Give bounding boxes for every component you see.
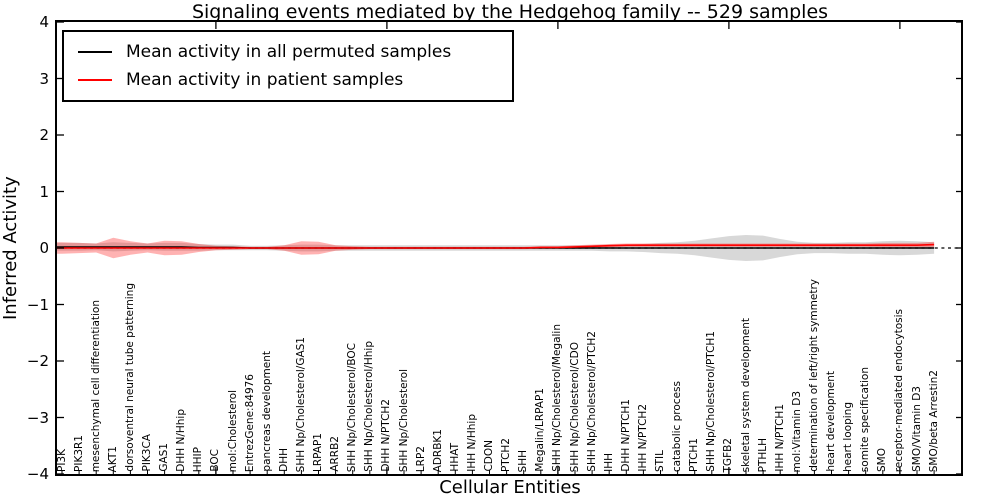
patient-mean-line	[57, 243, 935, 249]
x-tick-label: SMO/beta Arrestin2	[927, 369, 940, 472]
legend-label-permuted: Mean activity in all permuted samples	[126, 42, 452, 62]
permuted-line-swatch	[78, 51, 112, 53]
y-tick-label: −3	[26, 408, 49, 427]
x-tick-label: IHH	[602, 453, 615, 472]
x-tick-label: determination of left/right symmetry	[807, 279, 820, 472]
y-tick-label: 4	[39, 13, 49, 31]
y-tick-label: −2	[26, 352, 49, 370]
x-tick-label: heart development	[825, 371, 837, 472]
x-tick-label: PIK3CA	[141, 434, 153, 472]
x-tick-label: GAS1	[158, 443, 171, 472]
x-tick-label: AKT1	[106, 445, 119, 472]
x-tick-label: PTCH1	[688, 437, 701, 472]
y-tick-label: −4	[26, 465, 49, 483]
legend-entry-patient: Mean activity in patient samples	[74, 66, 502, 94]
x-tick-label: mol:Cholesterol	[226, 389, 239, 472]
x-tick-label: receptor-mediated endocytosis	[893, 308, 906, 472]
patient-line-swatch	[78, 79, 112, 81]
x-tick-label: DHH N/PTCH2	[380, 399, 393, 472]
x-tick-label: PTHLH	[756, 437, 769, 472]
legend-label-patient: Mean activity in patient samples	[126, 70, 404, 90]
x-tick-label: HHIP	[192, 446, 205, 472]
x-tick-label: DHH	[277, 448, 290, 472]
legend-entry-permuted: Mean activity in all permuted samples	[74, 38, 502, 66]
plot-canvas	[57, 22, 963, 474]
x-tick-label: SHH Np/Cholesterol/Hhip	[363, 341, 376, 472]
x-axis-label: Cellular Entities	[439, 477, 581, 498]
x-tick-label: ADRBK1	[431, 428, 444, 472]
x-tick-label: IHH N/PTCH1	[773, 404, 786, 472]
x-tick-label: PTCH2	[500, 437, 513, 472]
x-tick-label: IHH N/PTCH2	[636, 404, 649, 472]
x-tick-label: LRPAP1	[312, 432, 324, 472]
x-tick-label: BOC	[209, 449, 222, 472]
x-tick-label: DHH N/PTCH1	[619, 399, 632, 472]
x-tick-label: SMO	[876, 448, 889, 472]
x-tick-label: SHH Np/Cholesterol	[397, 368, 410, 472]
x-tick-label: EntrezGene:84976	[243, 373, 256, 472]
x-tick-label: dorsoventral neural tube patterning	[123, 283, 136, 472]
x-tick-label: SHH Np/Cholesterol/CDO	[568, 341, 581, 472]
x-tick-label: DHH N/Hhip	[175, 409, 188, 472]
x-tick-label: skeletal system development	[739, 317, 752, 472]
x-tick-label: HHAT	[448, 443, 461, 472]
x-tick-label: PI3K	[55, 449, 68, 472]
x-tick-label: CDON	[483, 440, 495, 472]
x-tick-label: catabolic process	[671, 380, 684, 472]
x-tick-label: pancreas development	[260, 351, 273, 472]
x-tick-label: somite specification	[859, 366, 872, 472]
x-tick-label: STIL	[654, 449, 666, 472]
x-tick-label: SHH Np/Cholesterol/GAS1	[294, 336, 307, 472]
y-tick-label: 1	[39, 182, 49, 201]
chart-title: Signaling events mediated by the Hedgeho…	[191, 1, 829, 23]
x-tick-label: ARRB2	[329, 436, 342, 472]
x-tick-label: SMO/Vitamin D3	[910, 386, 923, 472]
x-tick-label: LRP2	[414, 445, 427, 472]
x-tick-label: mesenchymal cell differentiation	[89, 299, 102, 472]
x-tick-label: SHH	[517, 449, 530, 472]
x-tick-label: SHH Np/Cholesterol/PTCH1	[705, 331, 718, 472]
x-tick-label: SHH Np/Cholesterol/BOC	[346, 342, 359, 472]
legend: Mean activity in all permuted samples Me…	[62, 30, 514, 102]
y-tick-label: −1	[26, 295, 49, 314]
x-tick-label: TGFB2	[722, 437, 735, 472]
x-tick-label: heart looping	[842, 402, 855, 472]
y-tick-label: 2	[39, 126, 49, 144]
x-tick-label: SHH Np/Cholesterol/PTCH2	[585, 331, 598, 472]
x-tick-label: IHH N/Hhip	[465, 414, 478, 472]
y-tick-label: 3	[39, 69, 49, 88]
x-tick-label: SHH Np/Cholesterol/Megalin	[551, 324, 564, 472]
y-tick-label: 0	[39, 239, 49, 257]
x-tick-label: PIK3R1	[72, 435, 85, 472]
x-tick-label: mol:Vitamin D3	[790, 390, 803, 472]
x-tick-label: Megalin/LRPAP1	[534, 388, 547, 472]
